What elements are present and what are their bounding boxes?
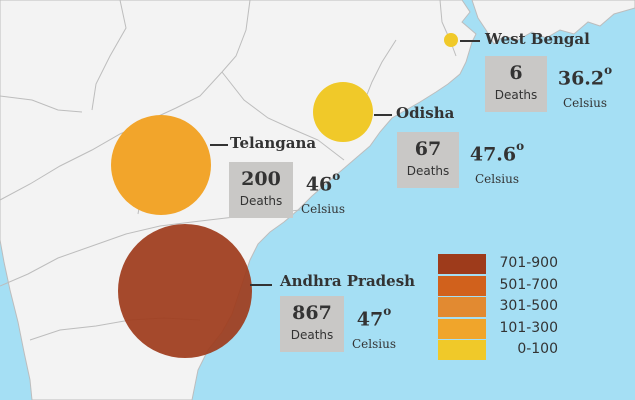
telangana-deaths-label: Deaths [239,194,283,208]
andhra-pradesh-deaths-value: 867 [292,302,332,324]
andhra-pradesh-deaths-label: Deaths [290,328,334,342]
odisha-leader [374,114,392,116]
degree-mark: o [516,139,525,153]
west-bengal-temp-value: 36.2o [557,63,613,90]
telangana-deaths-value: 200 [241,168,281,190]
telangana-bubble [111,115,211,215]
andhra-pradesh-temperature: 47o Celsius [348,303,400,351]
telangana-temp-value: 46o [305,169,341,196]
andhra-pradesh-leader [250,284,272,286]
odisha-temp-value: 47.6o [469,139,525,166]
legend-label: 0-100 [517,341,558,358]
legend-swatch [438,318,486,339]
telangana-temp-unit: Celsius [300,202,345,217]
odisha-deaths-box: 67 Deaths [397,132,459,188]
legend-swatch [438,340,486,361]
legend-label: 701-900 [499,255,559,271]
west-bengal-deaths-value: 6 [509,62,523,84]
telangana-temperature: 46o Celsius [296,168,350,216]
andhra-pradesh-temp-value: 47o [356,304,392,331]
andhra-pradesh-name: Andhra Pradesh [280,272,416,290]
odisha-temperature: 47.6o Celsius [465,138,529,186]
degree-mark: o [604,63,613,77]
west-bengal-leader [460,40,480,42]
west-bengal-name: West Bengal [485,30,590,48]
legend-swatch [438,297,486,318]
degree-mark: o [332,169,341,183]
telangana-name: Telangana [230,134,317,152]
odisha-name: Odisha [396,104,455,122]
odisha-deaths-label: Deaths [406,164,450,178]
andhra-pradesh-temp-unit: Celsius [351,337,396,352]
odisha-deaths-value: 67 [414,138,442,160]
legend-swatch [438,275,486,296]
telangana-leader [210,144,228,146]
telangana-deaths-box: 200 Deaths [229,162,293,218]
west-bengal-deaths-label: Deaths [494,88,538,102]
legend-label: 301-500 [499,298,559,315]
odisha-bubble [313,82,373,142]
west-bengal-temp-unit: Celsius [562,96,607,111]
legend-label: 101-300 [499,319,559,336]
west-bengal-temperature: 36.2o Celsius [552,62,618,110]
andhra-pradesh-deaths-box: 867 Deaths [280,296,344,352]
legend-label: 501-700 [499,276,559,293]
legend-swatch [438,254,486,274]
west-bengal-deaths-box: 6 Deaths [485,56,547,112]
west-bengal-bubble [444,33,458,47]
degree-mark: o [383,304,392,318]
odisha-temp-unit: Celsius [474,172,519,187]
sundarbans-land [471,0,635,45]
andhra-pradesh-bubble [118,224,252,358]
